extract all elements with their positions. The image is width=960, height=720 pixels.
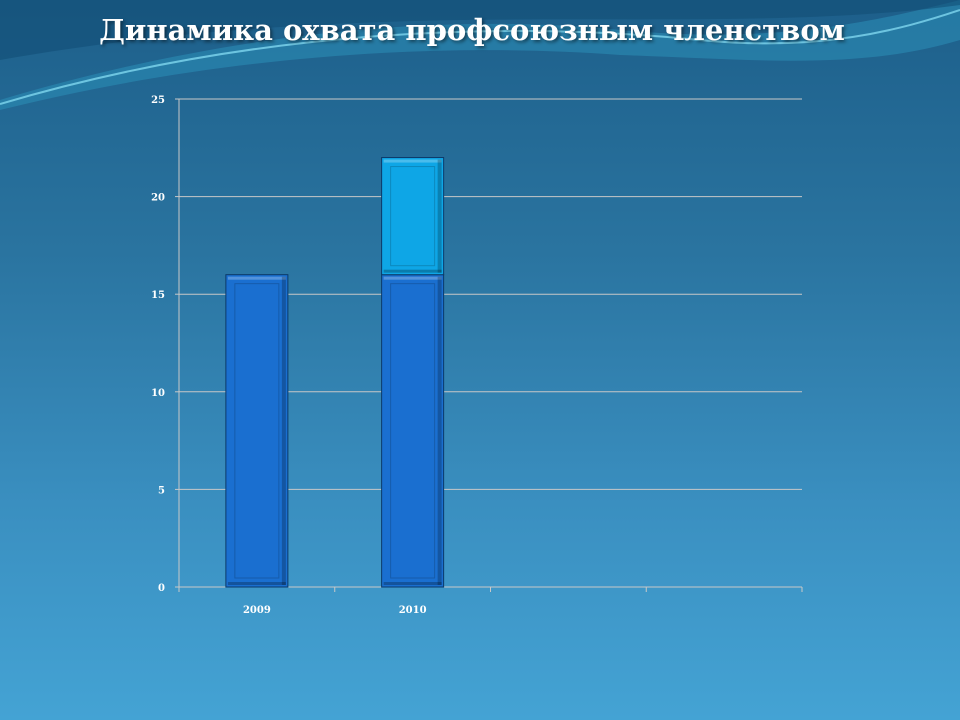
y-tick-label: 15 — [151, 290, 165, 301]
bar-bevel-bottom — [227, 582, 286, 585]
bar-bevel-top — [227, 276, 286, 280]
bar-inner-frame — [234, 283, 280, 579]
y-tick-label: 10 — [151, 388, 165, 399]
x-tick-label: 2010 — [399, 605, 427, 616]
bar-bevel-top — [383, 276, 442, 280]
bar-bevel-top — [383, 159, 442, 163]
y-tick-label: 25 — [151, 95, 165, 106]
bar-2009-series-1 — [225, 274, 289, 588]
bar-inner-frame — [390, 166, 436, 267]
bar-bevel-right — [437, 159, 442, 273]
y-tick-label: 20 — [151, 193, 165, 204]
bar-bevel-bottom — [383, 269, 442, 273]
chart-title: Динамика охвата профсоюзным членством — [99, 13, 845, 47]
y-tick-label: 0 — [158, 583, 165, 594]
bar-bevel-bottom — [383, 582, 442, 585]
bar-2010-series-1 — [381, 274, 445, 588]
bar-2010-series-2 — [381, 157, 445, 276]
x-tick-label: 2009 — [243, 605, 271, 616]
bar-bevel-right — [281, 276, 286, 585]
bar-inner-frame — [390, 283, 436, 579]
bar-bevel-right — [437, 276, 442, 585]
y-tick-label: 5 — [158, 485, 165, 496]
